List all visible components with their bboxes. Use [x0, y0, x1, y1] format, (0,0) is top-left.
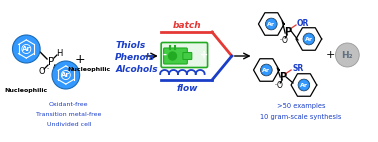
Text: Phenols: Phenols: [115, 53, 155, 61]
Text: +: +: [326, 50, 335, 60]
Polygon shape: [291, 74, 317, 96]
Text: Ar: Ar: [61, 72, 70, 78]
Text: +: +: [200, 50, 208, 60]
FancyBboxPatch shape: [161, 42, 208, 67]
Text: O: O: [276, 81, 282, 89]
Text: Ar: Ar: [22, 46, 31, 52]
Text: Transition metal-free: Transition metal-free: [36, 111, 101, 116]
Text: >50 examples: >50 examples: [277, 103, 325, 109]
Text: O: O: [281, 36, 287, 44]
Text: Alcohols: Alcohols: [115, 64, 158, 74]
Text: Ar: Ar: [305, 36, 313, 41]
Circle shape: [52, 61, 80, 89]
Text: P: P: [285, 27, 292, 37]
Text: ··: ··: [46, 66, 50, 72]
Polygon shape: [254, 59, 279, 81]
Text: batch: batch: [173, 20, 201, 30]
Text: Ar: Ar: [262, 67, 270, 73]
Text: flow: flow: [177, 83, 198, 92]
Polygon shape: [259, 13, 284, 35]
Text: P: P: [48, 57, 54, 67]
Text: Oxidant-free: Oxidant-free: [49, 102, 88, 106]
Text: H: H: [56, 49, 62, 58]
FancyBboxPatch shape: [183, 53, 192, 59]
Circle shape: [304, 34, 314, 44]
Polygon shape: [296, 28, 322, 50]
Circle shape: [336, 43, 359, 67]
Text: H₂: H₂: [342, 51, 353, 59]
Text: 10 gram-scale synthesis: 10 gram-scale synthesis: [260, 114, 342, 120]
Text: -: -: [163, 50, 167, 60]
Text: Thiols: Thiols: [115, 40, 146, 50]
Text: OR: OR: [297, 18, 309, 28]
Text: Undivided cell: Undivided cell: [46, 122, 91, 127]
Text: O: O: [39, 66, 45, 76]
Circle shape: [299, 80, 309, 90]
Text: Ar: Ar: [300, 83, 308, 87]
Text: SR: SR: [292, 63, 303, 73]
Text: +: +: [74, 53, 85, 65]
Circle shape: [261, 65, 272, 75]
FancyBboxPatch shape: [164, 48, 187, 64]
Text: Ar: Ar: [267, 21, 275, 27]
Text: P: P: [280, 72, 287, 82]
Text: Nucleophilic: Nucleophilic: [67, 66, 110, 72]
Text: ··: ··: [280, 37, 283, 42]
Text: Nucleophilic: Nucleophilic: [5, 87, 48, 92]
Circle shape: [266, 19, 277, 29]
Text: ··: ··: [275, 83, 278, 87]
Circle shape: [12, 35, 40, 63]
Circle shape: [169, 52, 177, 60]
